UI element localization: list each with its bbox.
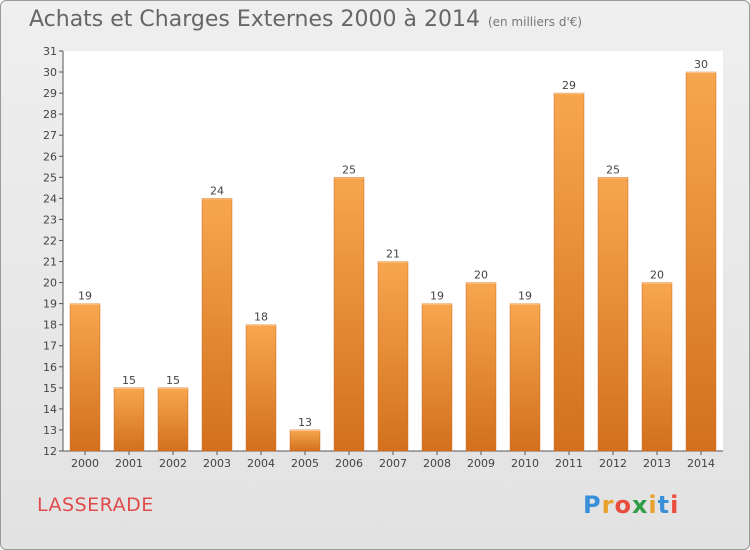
y-tick-label: 29 — [43, 87, 57, 100]
y-tick-label: 22 — [43, 234, 57, 247]
x-tick-label: 2003 — [203, 457, 231, 470]
x-tick-label: 2013 — [643, 457, 671, 470]
y-tick-label: 24 — [43, 192, 57, 205]
bar-2013 — [641, 282, 673, 452]
bar-2001 — [113, 387, 145, 452]
x-tick-label: 2010 — [511, 457, 539, 470]
y-tick-label: 26 — [43, 150, 57, 163]
y-tick-label: 13 — [43, 424, 57, 437]
logo-letter: i — [670, 491, 680, 519]
y-tick-label: 20 — [43, 277, 57, 290]
data-labels: 19 15 15 24 18 13 25 21 19 20 19 29 25 20 30 — [78, 58, 708, 429]
y-tick-label: 21 — [43, 256, 57, 269]
x-tick-label: 2012 — [599, 457, 627, 470]
data-label-2005: 13 — [298, 416, 312, 429]
bar-2004 — [245, 324, 277, 452]
data-label-2001: 15 — [122, 374, 136, 387]
x-tick-label: 2005 — [291, 457, 319, 470]
y-tick-label: 15 — [43, 382, 57, 395]
x-tick-label: 2009 — [467, 457, 495, 470]
data-label-2002: 15 — [166, 374, 180, 387]
title-unit: (en milliers d'€) — [487, 15, 583, 29]
x-tick-label: 2007 — [379, 457, 407, 470]
y-tick-label: 23 — [43, 213, 57, 226]
logo-letter: r — [601, 491, 615, 519]
data-label-2008: 19 — [430, 290, 444, 303]
x-tick-label: 2000 — [71, 457, 99, 470]
logo-letter: o — [614, 491, 632, 519]
bar-2012 — [597, 177, 629, 452]
data-label-2000: 19 — [78, 290, 92, 303]
y-tick-label: 12 — [43, 445, 57, 458]
bar-2011 — [553, 92, 585, 452]
y-tick-label: 31 — [43, 45, 57, 58]
bar-2002 — [157, 387, 189, 452]
data-label-2004: 18 — [254, 311, 268, 324]
x-tick-label: 2014 — [687, 457, 715, 470]
bar-2009 — [465, 282, 497, 452]
bar-2007 — [377, 261, 409, 452]
x-tick-label: 2004 — [247, 457, 275, 470]
title-text: Achats et Charges Externes 2000 à 2014 — [29, 7, 480, 32]
logo-letter: i — [648, 491, 658, 519]
data-label-2010: 19 — [518, 290, 532, 303]
data-label-2011: 29 — [562, 79, 576, 92]
commune-name: LASSERADE — [37, 494, 154, 516]
x-tick-label: 2008 — [423, 457, 451, 470]
bar-2005 — [289, 429, 321, 452]
bar-2006 — [333, 177, 365, 452]
x-tick-label: 2011 — [555, 457, 583, 470]
logo-letter: P — [583, 491, 602, 519]
y-tick-label: 14 — [43, 403, 57, 416]
logo-letter: t — [657, 491, 671, 519]
bar-2014 — [685, 71, 717, 452]
data-label-2014: 30 — [694, 58, 708, 71]
bar-2003 — [201, 198, 233, 452]
logo-letter: x — [631, 491, 649, 519]
bar-2000 — [69, 303, 101, 452]
bar-series — [69, 71, 717, 452]
y-axis: 12 13 14 15 16 17 18 19 20 21 22 23 24 25 26 27 28 29 30 31 — [43, 45, 64, 458]
y-tick-label: 16 — [43, 361, 57, 374]
y-tick-label: 18 — [43, 319, 57, 332]
y-tick-label: 28 — [43, 108, 57, 121]
x-axis: 2000 2001 2002 2003 2004 2005 2006 2007 2008 2009… — [63, 450, 723, 470]
bar-2010 — [509, 303, 541, 452]
data-label-2013: 20 — [650, 269, 664, 282]
data-label-2007: 21 — [386, 248, 400, 261]
data-label-2012: 25 — [606, 163, 620, 176]
bar-2008 — [421, 303, 453, 452]
x-tick-label: 2001 — [115, 457, 143, 470]
y-tick-label: 25 — [43, 171, 57, 184]
y-tick-label: 19 — [43, 298, 57, 311]
chart-title: Achats et Charges Externes 2000 à 2014 (e… — [29, 7, 582, 32]
data-label-2006: 25 — [342, 163, 356, 176]
proxiti-logo[interactable]: Proxiti — [583, 491, 679, 519]
x-tick-label: 2002 — [159, 457, 187, 470]
y-tick-label: 30 — [43, 66, 57, 79]
y-tick-label: 17 — [43, 340, 57, 353]
x-tick-label: 2006 — [335, 457, 363, 470]
y-tick-label: 27 — [43, 129, 57, 142]
data-label-2003: 24 — [210, 184, 224, 197]
data-label-2009: 20 — [474, 269, 488, 282]
